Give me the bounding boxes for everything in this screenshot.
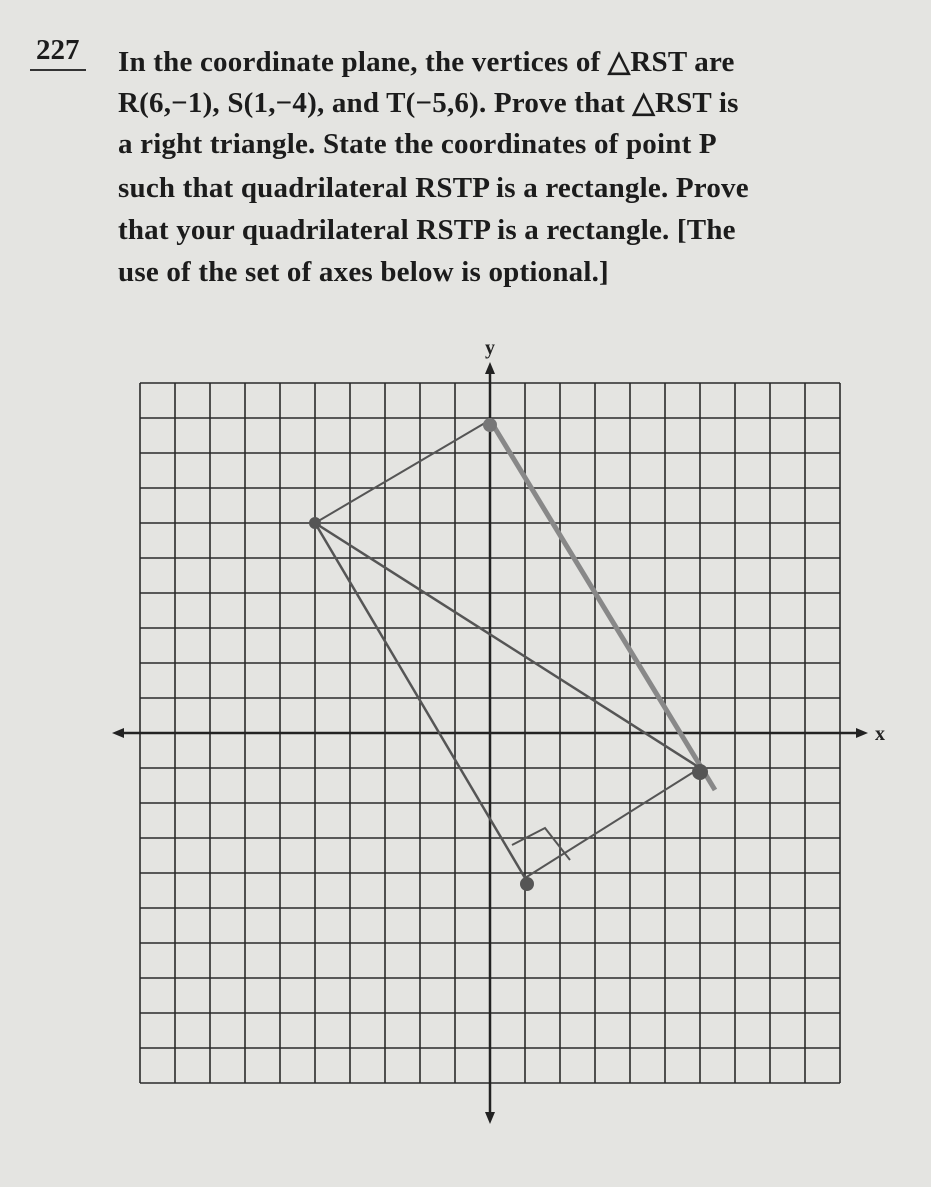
problem-text: a right triangle. State the coordinates … <box>118 128 717 160</box>
right-angle-mark <box>511 826 571 861</box>
arrow <box>485 362 495 374</box>
pencil-line <box>314 419 491 524</box>
pencil-line <box>524 767 701 879</box>
problem-text: such that quadrilateral RSTP is a rectan… <box>118 172 749 204</box>
pencil-sketch <box>309 418 718 891</box>
point <box>692 764 708 780</box>
problem-text: In the coordinate plane, the vertices of… <box>118 46 735 78</box>
pencil-line <box>314 521 701 770</box>
problem-text: that your quadrilateral RSTP is a rectan… <box>118 214 736 246</box>
problem-text: use of the set of axes below is optional… <box>118 256 609 288</box>
pencil-line <box>487 418 718 792</box>
problem-number: 227 <box>30 34 86 71</box>
arrow <box>485 1112 495 1124</box>
point <box>483 418 497 432</box>
point <box>520 877 534 891</box>
y-axis-label: y <box>485 337 495 359</box>
arrow <box>112 728 124 738</box>
pencil-line <box>313 522 527 879</box>
x-axis-label: x <box>875 723 885 745</box>
problem-text: R(6,−1), S(1,−4), and T(−5,6). Prove tha… <box>118 87 739 119</box>
arrow <box>856 728 868 738</box>
point <box>309 517 321 529</box>
